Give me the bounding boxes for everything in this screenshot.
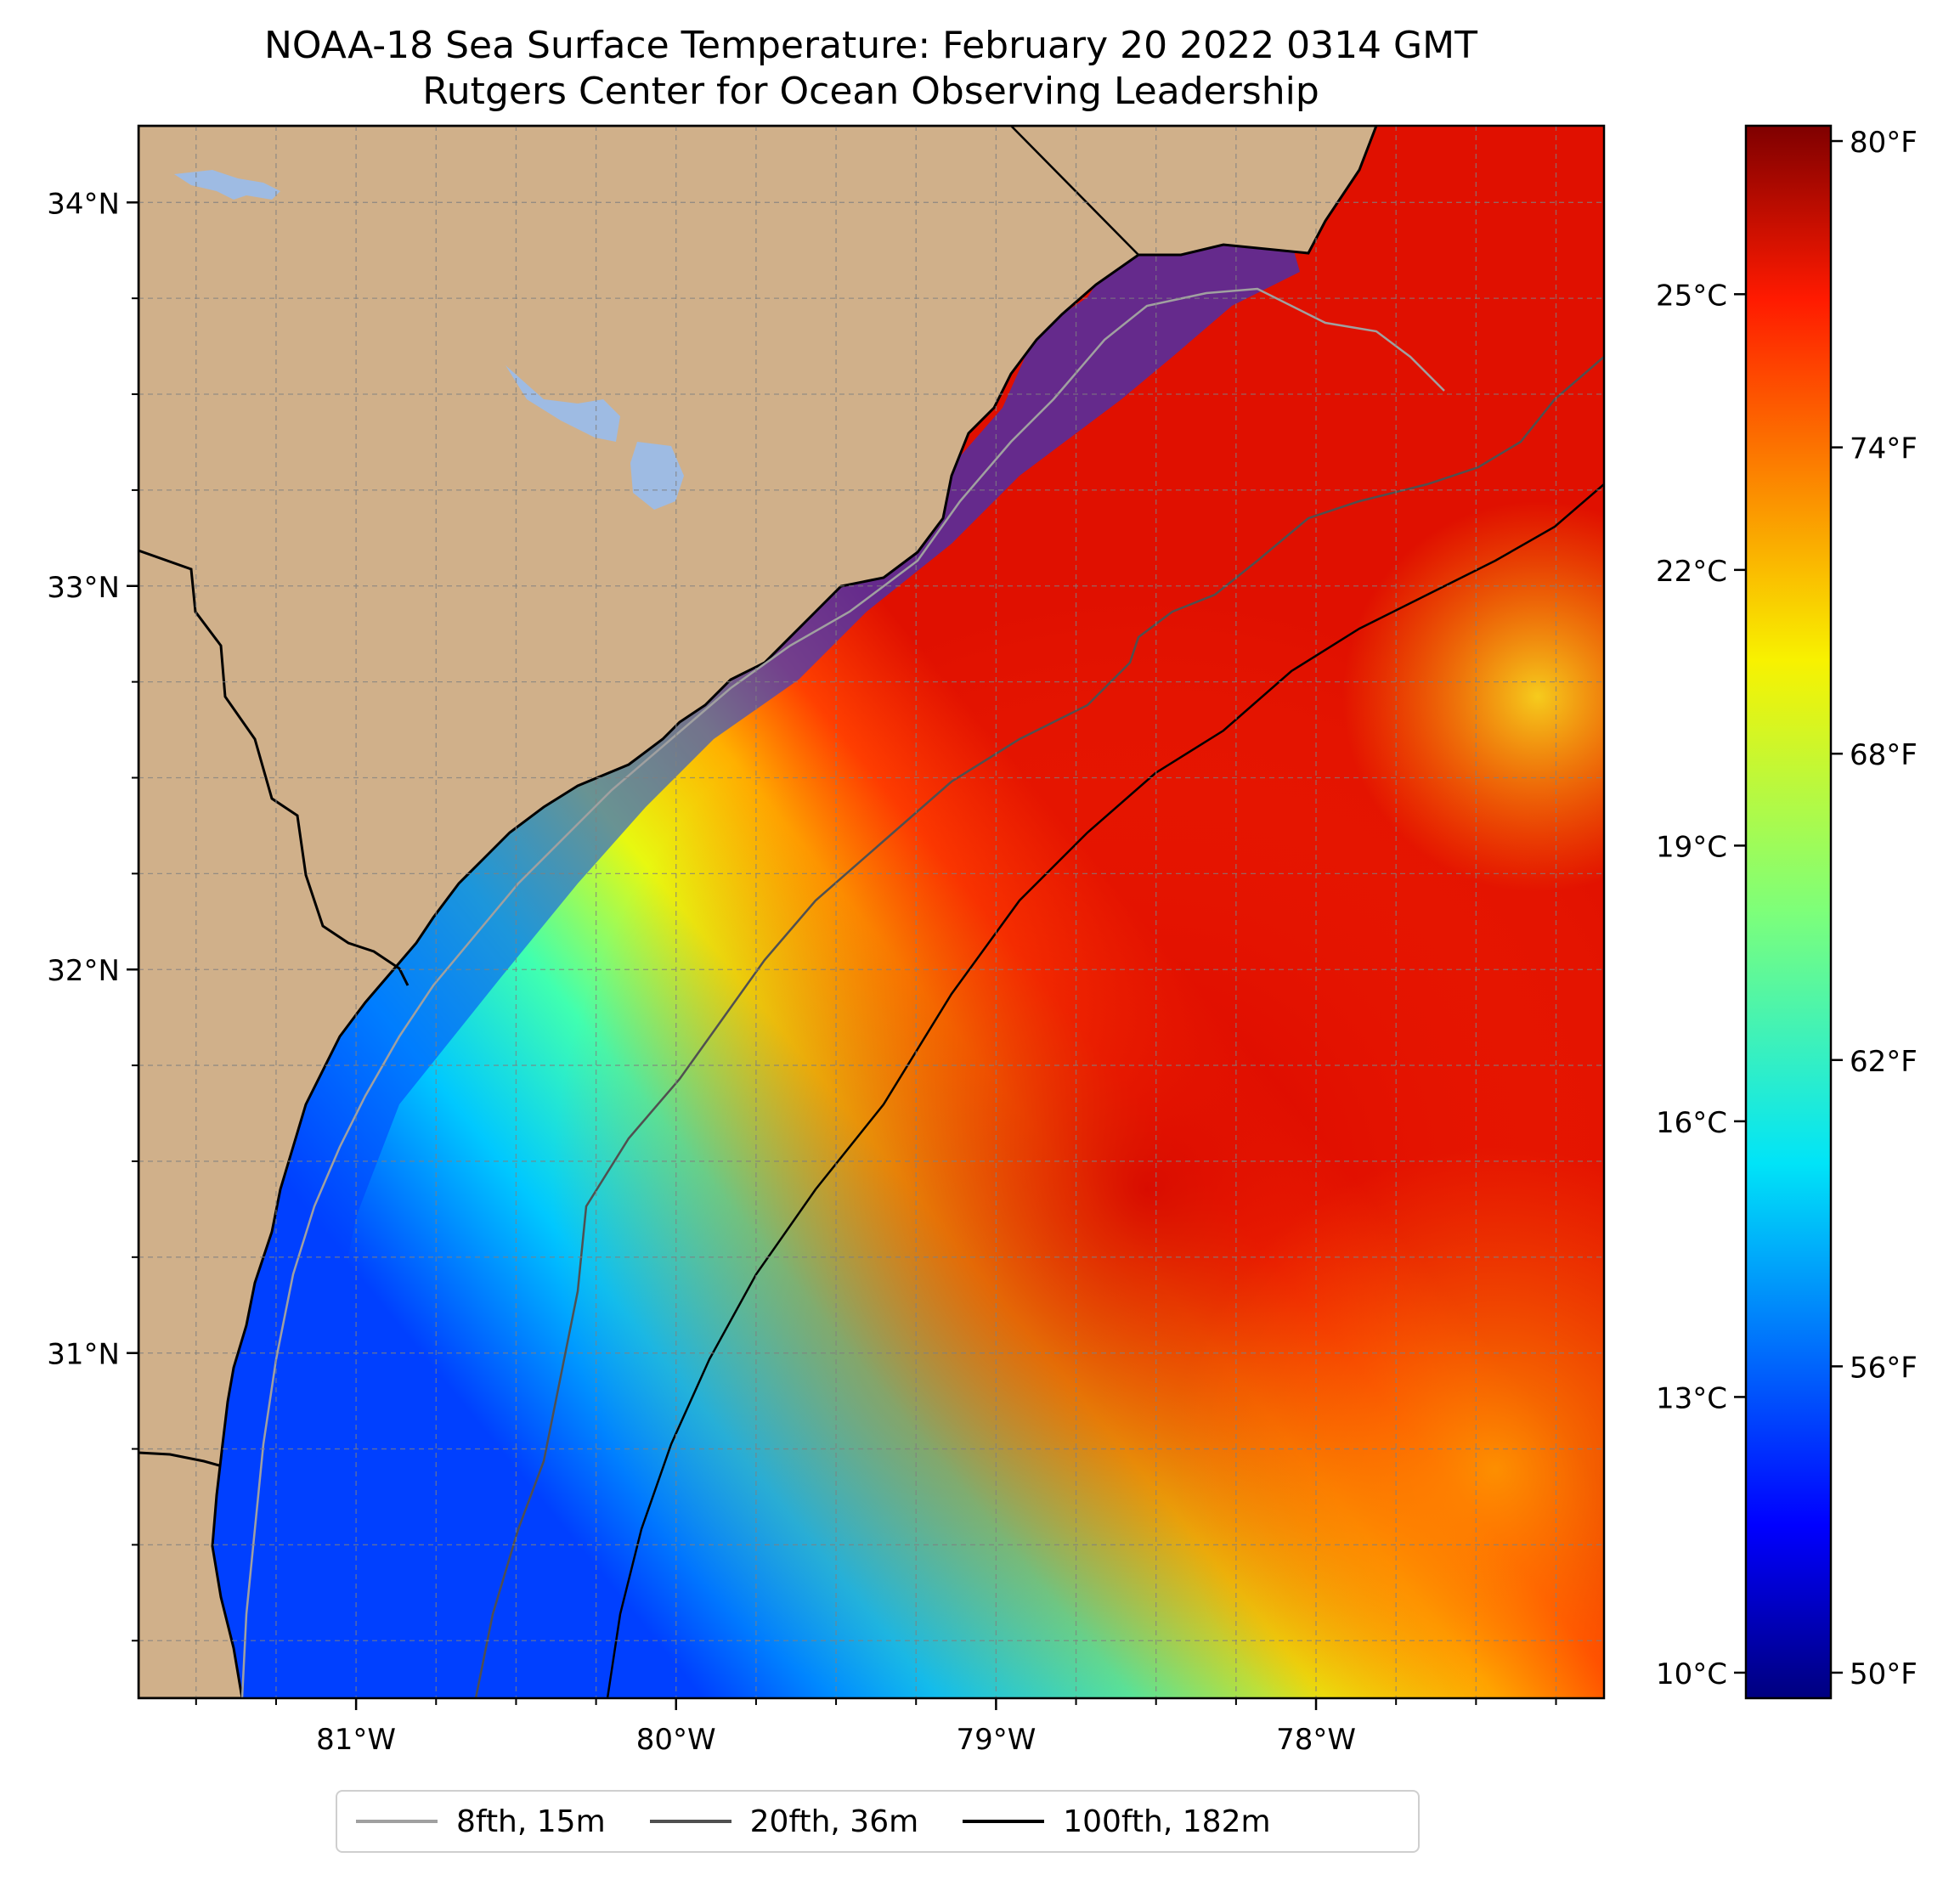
- lat-tick-label: 31°N: [47, 1338, 120, 1372]
- legend-label-100fth: 100fth, 182m: [1063, 1804, 1271, 1839]
- celsius-tick-label: 19°C: [1656, 830, 1727, 864]
- colorbar-fahrenheit-ticks: 80°F 74°F 68°F 62°F 56°F 50°F: [1831, 126, 1918, 1691]
- lake-1: [174, 170, 280, 200]
- legend-swatch-8fth: [356, 1820, 438, 1823]
- isobath-20fth: [474, 356, 1604, 1698]
- state-border-ga-fl: [138, 1451, 220, 1467]
- lon-tick-label: 80°W: [636, 1723, 716, 1757]
- isobath-100fth: [606, 483, 1604, 1698]
- legend-item-20fth: 20fth, 36m: [649, 1804, 919, 1839]
- celsius-tick-label: 22°C: [1656, 555, 1727, 589]
- lon-tick-label: 79°W: [956, 1723, 1036, 1757]
- celsius-tick-label: 10°C: [1656, 1657, 1727, 1691]
- fahrenheit-tick-label: 80°F: [1850, 126, 1918, 160]
- map-gridlines: [138, 126, 1604, 1698]
- celsius-tick-label: 16°C: [1656, 1106, 1727, 1140]
- chart-title-line1: NOAA-18 Sea Surface Temperature: Februar…: [264, 24, 1477, 67]
- lon-tick-label: 78°W: [1276, 1723, 1356, 1757]
- map-frame: [137, 124, 1606, 1700]
- lon-tick-label: 81°W: [316, 1723, 396, 1757]
- cold-shelf-water: [229, 212, 1300, 1698]
- fahrenheit-tick-label: 74°F: [1850, 432, 1918, 466]
- legend-item-100fth: 100fth, 182m: [963, 1804, 1271, 1839]
- legend-label-20fth: 20fth, 36m: [749, 1804, 919, 1839]
- state-border-sc-ga: [138, 549, 410, 986]
- fahrenheit-tick-label: 50°F: [1850, 1657, 1918, 1691]
- latitude-axis: 34°N 33°N 32°N 31°N: [47, 187, 138, 1642]
- lat-tick-label: 34°N: [47, 187, 120, 221]
- colorbar-celsius-ticks: 25°C 22°C 19°C 16°C 13°C 10°C: [1656, 279, 1746, 1691]
- fahrenheit-tick-label: 68°F: [1850, 738, 1918, 772]
- lat-tick-label: 32°N: [47, 954, 120, 988]
- chart-title-line2: Rutgers Center for Ocean Observing Leade…: [422, 70, 1319, 113]
- lake-2: [506, 365, 620, 442]
- isobath-8fth: [240, 287, 1445, 1698]
- lat-tick-label: 33°N: [47, 571, 120, 605]
- colorbar: [1744, 124, 1833, 1700]
- state-border-nc-sc: [1010, 126, 1139, 256]
- legend-label-8fth: 8fth, 15m: [456, 1804, 606, 1839]
- celsius-tick-label: 25°C: [1656, 279, 1727, 313]
- fahrenheit-tick-label: 62°F: [1850, 1045, 1918, 1079]
- celsius-tick-label: 13°C: [1656, 1381, 1727, 1415]
- lake-3: [630, 442, 684, 510]
- longitude-axis: 81°W 80°W 79°W 78°W: [195, 1698, 1557, 1757]
- land: [138, 126, 1378, 1698]
- legend-swatch-100fth: [963, 1820, 1045, 1823]
- isobath-legend: 8fth, 15m 20fth, 36m 100fth, 182m: [336, 1790, 1420, 1853]
- legend-item-8fth: 8fth, 15m: [356, 1804, 606, 1839]
- fahrenheit-tick-label: 56°F: [1850, 1351, 1918, 1385]
- legend-swatch-20fth: [649, 1820, 731, 1823]
